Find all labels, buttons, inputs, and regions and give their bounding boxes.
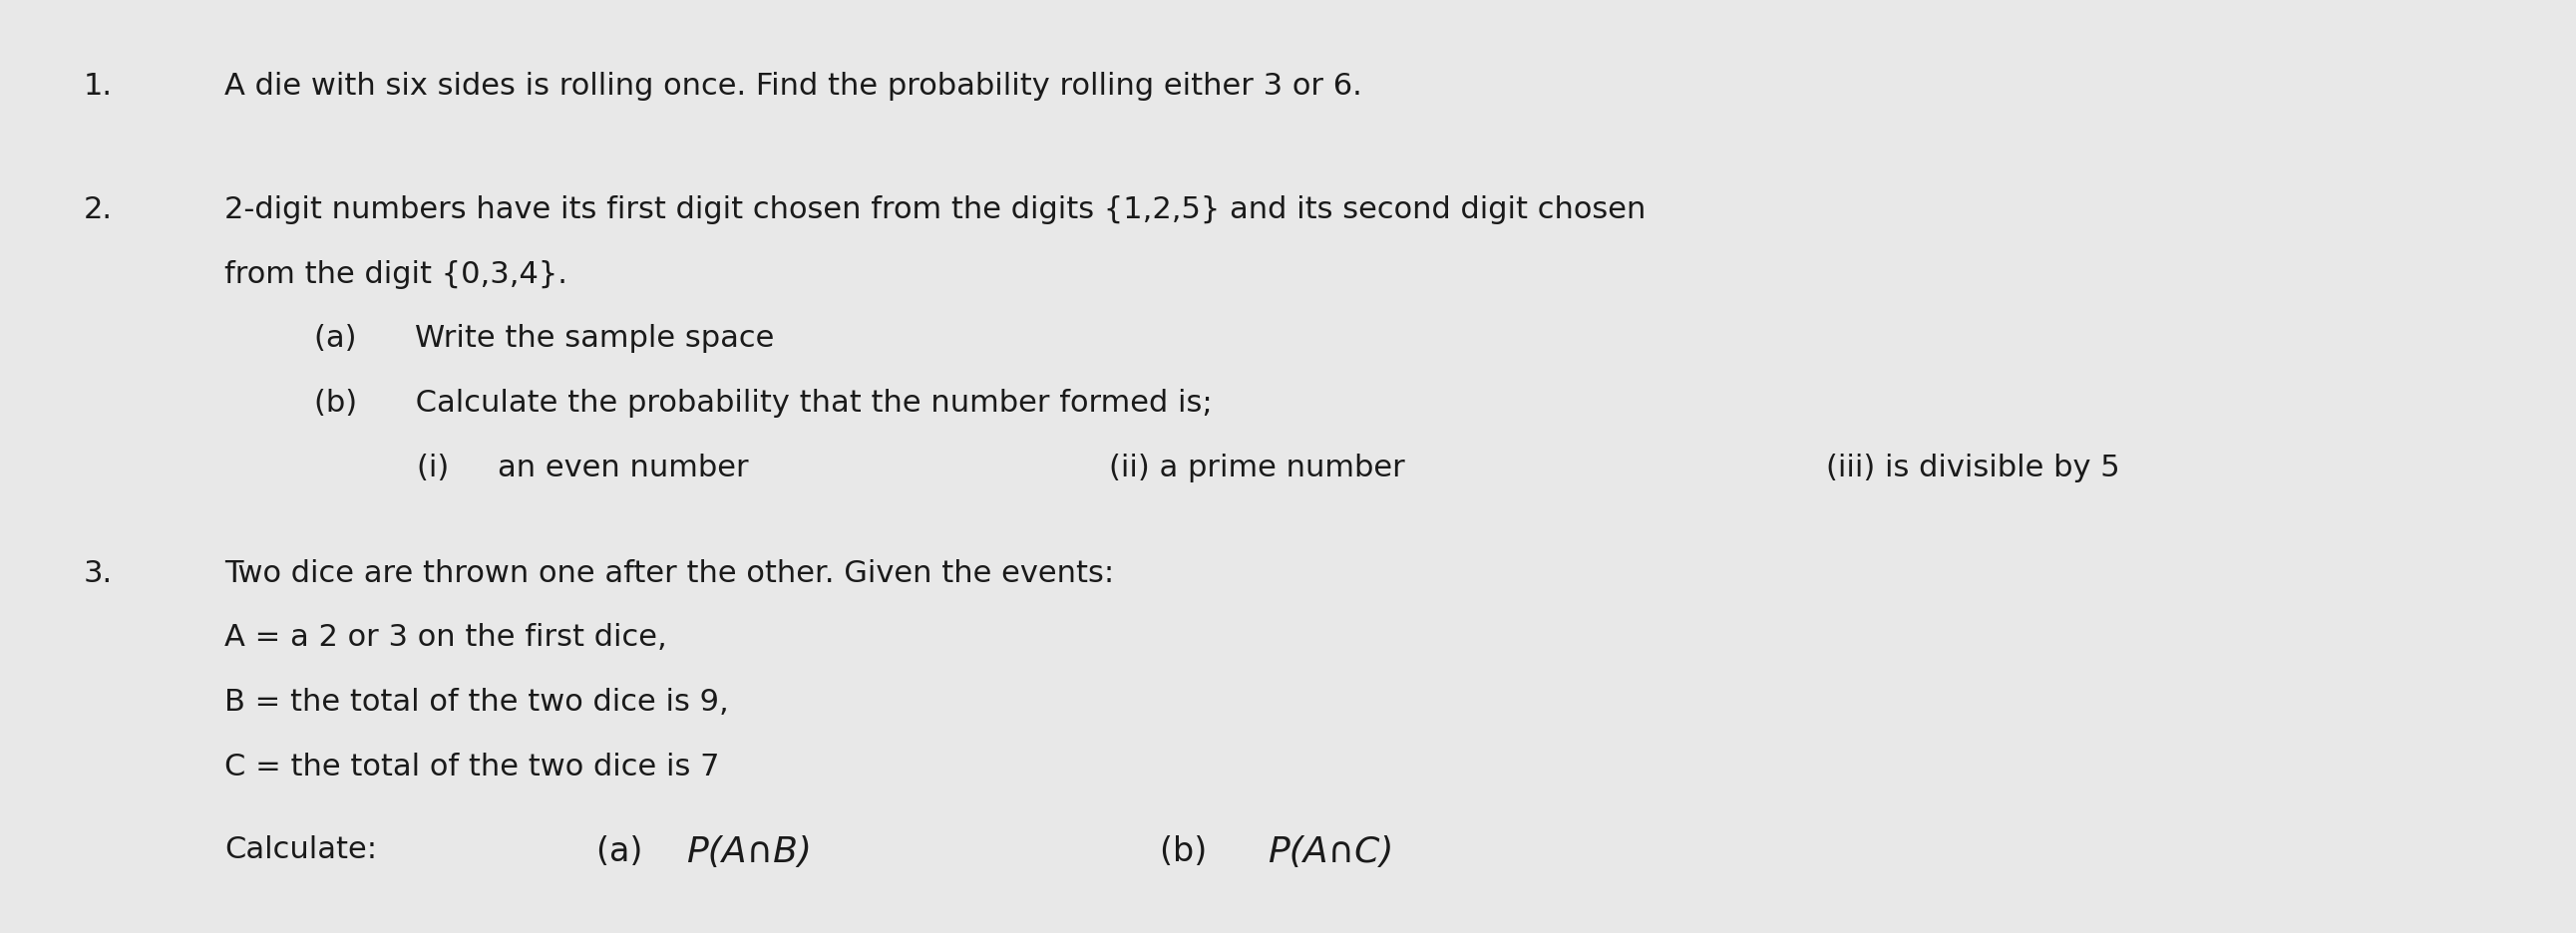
Text: P(A∩C): P(A∩C) (1267, 834, 1394, 868)
Text: from the digit {0,3,4}.: from the digit {0,3,4}. (224, 259, 567, 288)
Text: 3.: 3. (85, 559, 113, 587)
Text: (a)      Write the sample space: (a) Write the sample space (314, 324, 775, 353)
Text: 2.: 2. (85, 195, 113, 224)
Text: C = the total of the two dice is 7: C = the total of the two dice is 7 (224, 751, 719, 780)
Text: (b): (b) (1159, 834, 1229, 867)
Text: (a): (a) (595, 834, 654, 867)
Text: (iii) is divisible by 5: (iii) is divisible by 5 (1826, 453, 2120, 481)
Text: P(A∩B): P(A∩B) (685, 834, 811, 868)
Text: A die with six sides is rolling once. Find the probability rolling either 3 or 6: A die with six sides is rolling once. Fi… (224, 71, 1363, 100)
Text: 1.: 1. (85, 71, 113, 100)
Text: 2-digit numbers have its first digit chosen from the digits {1,2,5} and its seco: 2-digit numbers have its first digit cho… (224, 195, 1646, 224)
Text: B = the total of the two dice is 9,: B = the total of the two dice is 9, (224, 687, 729, 716)
Text: Calculate:: Calculate: (224, 834, 376, 863)
Text: (i)     an even number: (i) an even number (417, 453, 750, 481)
Text: A = a 2 or 3 on the first dice,: A = a 2 or 3 on the first dice, (224, 622, 667, 651)
Text: (ii) a prime number: (ii) a prime number (1108, 453, 1404, 481)
Text: Two dice are thrown one after the other. Given the events:: Two dice are thrown one after the other.… (224, 559, 1115, 587)
Text: (b)      Calculate the probability that the number formed is;: (b) Calculate the probability that the n… (314, 388, 1213, 417)
